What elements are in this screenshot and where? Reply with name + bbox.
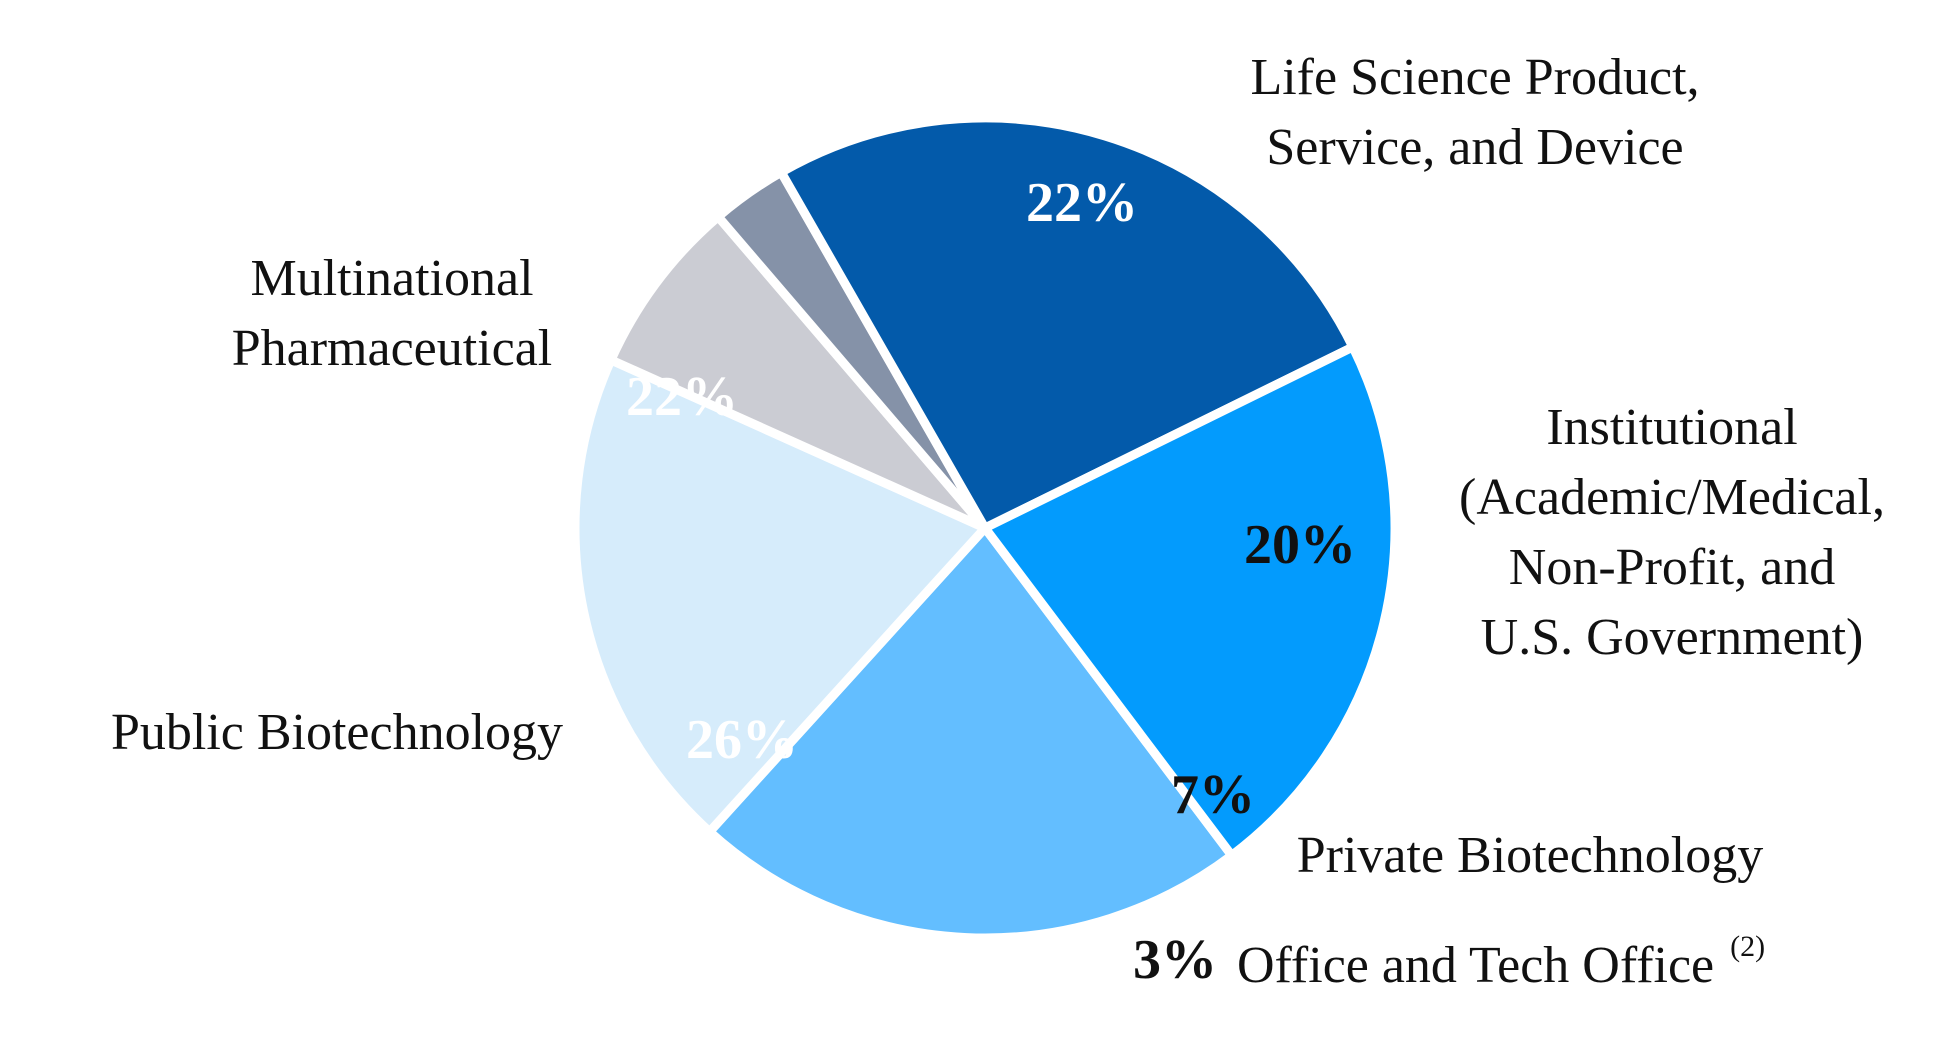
slice-institutional — [570, 353, 993, 839]
slice-public-biotech — [775, 113, 1359, 534]
pct-label-multinational-pharma: 22% — [626, 366, 738, 428]
pie-slices — [570, 113, 1400, 943]
pct-label-private-biotech: 7% — [1171, 764, 1255, 826]
footnote-marker: (2) — [1730, 930, 1765, 963]
pct-label-institutional: 20% — [1244, 514, 1356, 576]
category-label-private-biotech: Private Biotechnology — [1297, 827, 1763, 884]
pct-label-office: 3% — [1133, 929, 1217, 991]
category-label-office: Office and Tech Office (2) — [1237, 930, 1765, 994]
category-label-institutional: Institutional (Academic/Medical, Non-Profi… — [1459, 399, 1885, 666]
category-labels: Life Science Product, Service, and Device… — [111, 49, 1885, 994]
pct-label-public-biotech: 26% — [686, 709, 798, 771]
category-label-multinational-pharma: Multinational Pharmaceutical — [232, 250, 553, 377]
slice-multinational-pharma — [978, 340, 1400, 862]
pct-label-life-science: 22% — [1026, 172, 1138, 234]
slice-private-biotech — [605, 210, 989, 533]
slice-life-science — [703, 520, 1239, 943]
percentage-labels: 22% 20% 7% 3% 26% 22% — [626, 172, 1356, 991]
category-label-life-science: Life Science Product, Service, and Device — [1250, 49, 1699, 176]
category-label-public-biotech: Public Biotechnology — [111, 704, 563, 761]
